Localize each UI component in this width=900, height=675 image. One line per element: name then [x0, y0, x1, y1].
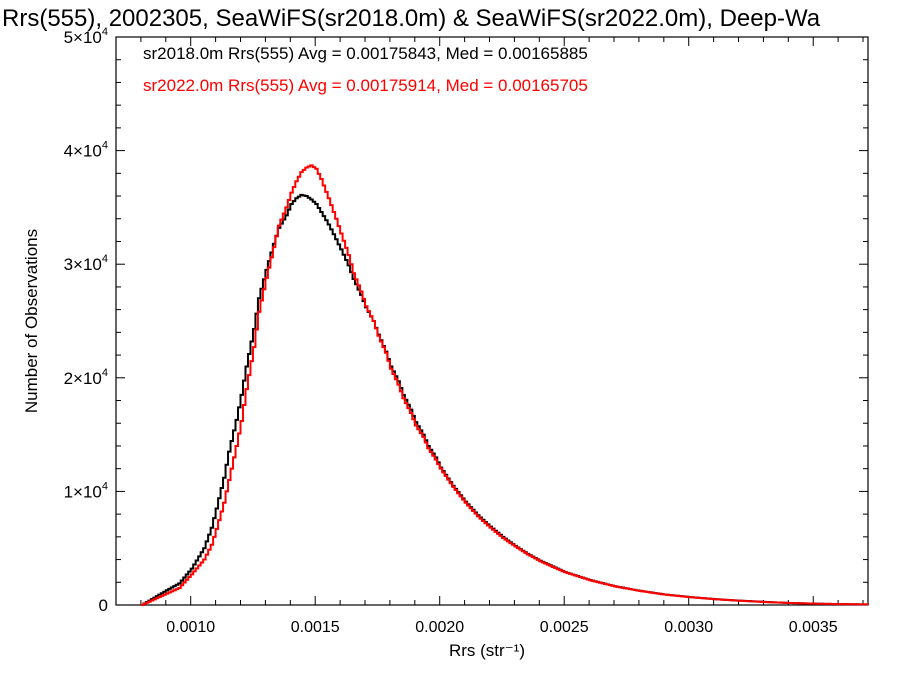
y-tick-label: 4×104	[64, 140, 108, 161]
y-axis-ticks: 0 1×104 2×104 3×104 4×104 5×104	[64, 26, 868, 615]
series-line-sr2018	[140, 193, 869, 606]
x-tick-label: 0.0035	[789, 619, 838, 636]
y-axis-label: Number of Observations	[22, 229, 41, 413]
x-tick-label: 0.0020	[415, 619, 464, 636]
y-tick-label: 1×104	[64, 480, 108, 501]
x-tick-label: 0.0010	[166, 619, 215, 636]
series-line-sr2022	[140, 164, 869, 606]
legend-entry-sr2018: sr2018.0m Rrs(555) Avg = 0.00175843, Med…	[143, 44, 588, 63]
y-tick-label: 0	[99, 596, 108, 615]
y-tick-label: 3×104	[64, 253, 108, 274]
x-axis-label: Rrs (str⁻¹)	[449, 641, 525, 660]
plot-frame	[115, 36, 869, 606]
x-axis-ticks: 0.0010 0.0015 0.0020 0.0025 0.0030 0.0035	[140, 37, 864, 636]
y-tick-label: 2×104	[64, 367, 108, 388]
chart-title: Rrs(555), 2002305, SeaWiFS(sr2018.0m) & …	[2, 5, 821, 32]
y-tick-label: 5×104	[64, 26, 108, 47]
series-layer	[140, 164, 869, 606]
x-tick-label: 0.0025	[540, 619, 589, 636]
x-tick-label: 0.0030	[664, 619, 713, 636]
x-tick-label: 0.0015	[291, 619, 340, 636]
legend-entry-sr2022: sr2022.0m Rrs(555) Avg = 0.00175914, Med…	[143, 76, 588, 95]
